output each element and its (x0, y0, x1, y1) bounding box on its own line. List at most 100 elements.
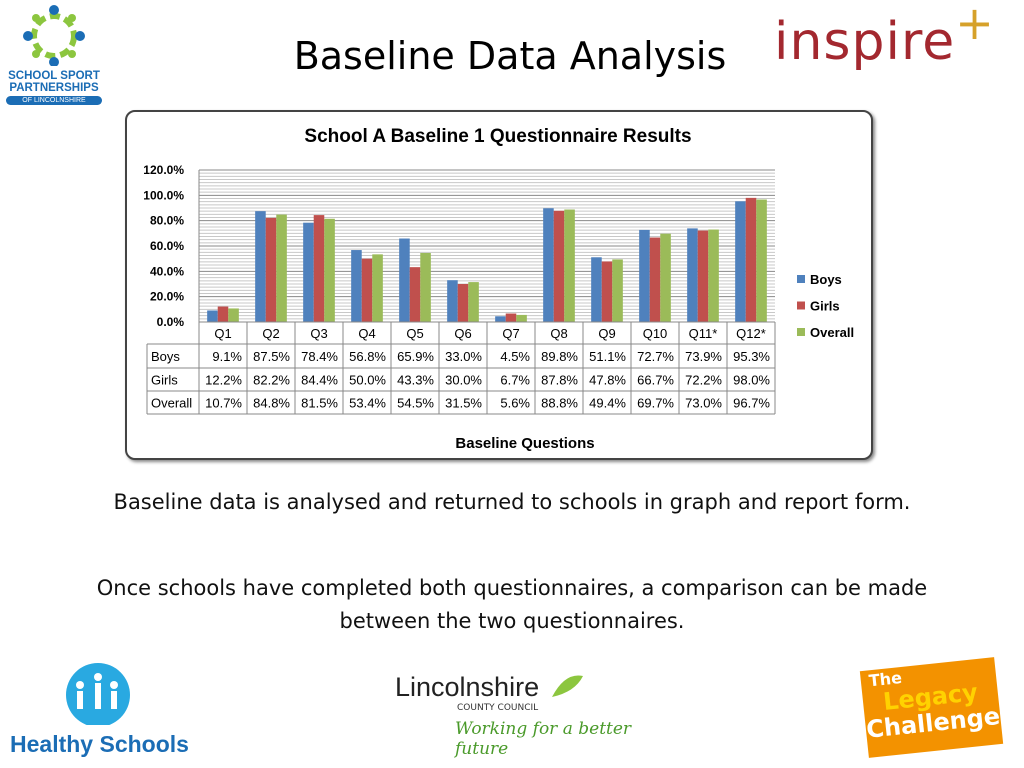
table-row-label: Girls (151, 373, 178, 388)
legacy-challenge-logo: The Legacy Challenge (859, 657, 1010, 760)
bar-overall-Q3 (324, 218, 335, 322)
ssp-emblem-icon (23, 5, 85, 67)
healthy-schools-logo: Healthy Schools (10, 655, 190, 757)
x-tick-label: Q8 (550, 326, 567, 341)
x-tick-label: Q7 (502, 326, 519, 341)
data-label: 72.2% (685, 373, 722, 388)
bar-overall-Q7 (516, 314, 527, 322)
data-label: 5.6% (500, 396, 530, 411)
bar-boys-Q7 (495, 316, 506, 322)
bar-boys-Q9 (591, 257, 602, 322)
bar-girls-Q12* (745, 197, 757, 322)
data-label: 30.0% (445, 373, 482, 388)
lcc-name: Lincolnshire (395, 672, 540, 702)
x-tick-label: Q1 (214, 326, 231, 341)
data-label: 31.5% (445, 396, 482, 411)
table-row-label: Overall (151, 396, 192, 411)
data-label: 84.4% (301, 373, 338, 388)
data-label: 66.7% (637, 373, 674, 388)
bar-boys-Q6 (447, 280, 458, 322)
table-row-label: Boys (151, 349, 180, 364)
chart-x-axis-label: Baseline Questions (455, 435, 595, 452)
data-label: 56.8% (349, 349, 386, 364)
ssp-line2: PARTNERSHIPS (9, 82, 99, 94)
y-tick-label: 0.0% (157, 315, 185, 329)
y-tick-label: 80.0% (150, 214, 184, 228)
data-label: 98.0% (733, 373, 770, 388)
healthy-schools-emblem-icon (66, 663, 130, 727)
data-label: 51.1% (589, 349, 626, 364)
bar-overall-Q1 (228, 308, 239, 322)
data-label: 96.7% (733, 396, 770, 411)
x-tick-label: Q4 (358, 326, 375, 341)
data-label: 53.4% (349, 396, 386, 411)
legend-label-girls: Girls (810, 299, 840, 314)
bar-overall-Q6 (468, 282, 479, 322)
bar-overall-Q9 (612, 259, 623, 322)
lcc-subtitle: COUNTY COUNCIL (457, 703, 539, 713)
data-label: 87.8% (541, 373, 578, 388)
data-label: 73.0% (685, 396, 722, 411)
data-label: 43.3% (397, 373, 434, 388)
x-tick-label: Q9 (598, 326, 615, 341)
bar-girls-Q3 (313, 215, 325, 322)
lcc-tagline: Working for a better future (455, 719, 632, 759)
bar-girls-Q1 (217, 306, 229, 322)
data-label: 4.5% (500, 349, 530, 364)
bar-overall-Q4 (372, 254, 383, 322)
ssp-line3: OF LINCOLNSHIRE (6, 96, 102, 105)
x-tick-label: Q6 (454, 326, 471, 341)
data-label: 73.9% (685, 349, 722, 364)
legend-key-boys (797, 275, 805, 283)
bar-overall-Q2 (276, 214, 287, 322)
y-tick-label: 20.0% (150, 290, 184, 304)
data-label: 65.9% (397, 349, 434, 364)
data-label: 54.5% (397, 396, 434, 411)
bar-girls-Q10 (649, 237, 661, 322)
x-tick-label: Q2 (262, 326, 279, 341)
bar-overall-Q8 (564, 209, 575, 322)
data-label: 12.2% (205, 373, 242, 388)
bar-boys-Q10 (639, 229, 650, 322)
bar-boys-Q2 (255, 211, 266, 322)
bar-boys-Q8 (543, 208, 554, 322)
bar-girls-Q5 (409, 267, 421, 322)
bar-girls-Q2 (265, 217, 277, 322)
data-label: 47.8% (589, 373, 626, 388)
data-label: 87.5% (253, 349, 290, 364)
paragraph-1: Baseline data is analysed and returned t… (113, 490, 911, 514)
legend-label-overall: Overall (810, 325, 854, 340)
bar-overall-Q5 (420, 252, 431, 322)
bar-girls-Q9 (601, 261, 613, 322)
inspire-plus: + (955, 0, 995, 50)
data-label: 89.8% (541, 349, 578, 364)
x-tick-label: Q11* (689, 326, 718, 341)
bar-overall-Q11* (708, 229, 719, 322)
bar-girls-Q8 (553, 210, 565, 322)
bar-boys-Q4 (351, 250, 362, 322)
healthy-schools-text: Healthy Schools (10, 731, 189, 757)
bar-boys-Q11* (687, 228, 698, 322)
data-label: 50.0% (349, 373, 386, 388)
paragraph-2: Once schools have completed both questio… (96, 576, 928, 633)
bar-boys-Q1 (207, 310, 218, 322)
data-label: 49.4% (589, 396, 626, 411)
data-label: 9.1% (212, 349, 242, 364)
bar-boys-Q5 (399, 238, 410, 322)
data-label: 69.7% (637, 396, 674, 411)
slide-title: Baseline Data Analysis (293, 34, 727, 78)
inspire-text: inspire (774, 12, 956, 72)
data-label: 6.7% (500, 373, 530, 388)
bar-girls-Q4 (361, 258, 373, 322)
bar-girls-Q7 (505, 313, 517, 322)
bar-girls-Q6 (457, 284, 469, 322)
y-tick-label: 60.0% (150, 239, 184, 253)
school-sport-partnerships-logo: SCHOOL SPORT PARTNERSHIPS OF LINCOLNSHIR… (2, 4, 106, 108)
data-label: 81.5% (301, 396, 338, 411)
data-label: 10.7% (205, 396, 242, 411)
inspire-logo: inspire+ (774, 0, 995, 72)
data-label: 82.2% (253, 373, 290, 388)
y-tick-label: 100.0% (143, 188, 184, 202)
x-tick-label: Q3 (310, 326, 327, 341)
